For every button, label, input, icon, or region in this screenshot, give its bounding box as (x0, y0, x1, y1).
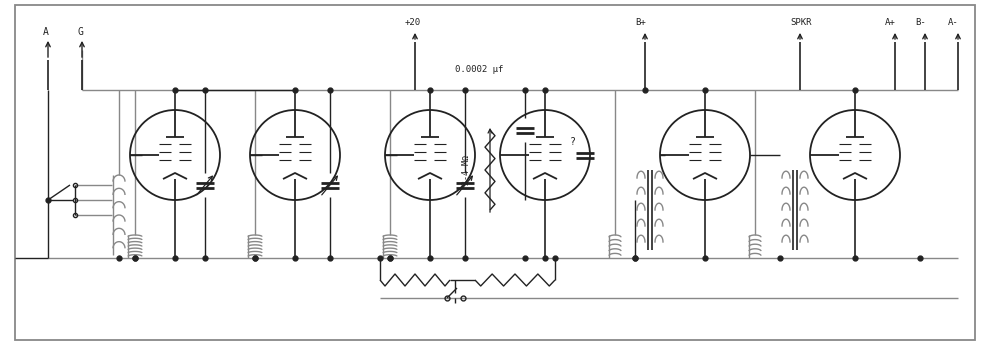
Text: +20: +20 (405, 18, 421, 27)
Text: A-: A- (948, 18, 959, 27)
Text: A+: A+ (885, 18, 896, 27)
Text: ?: ? (570, 137, 576, 147)
Text: A: A (43, 27, 49, 37)
Text: B-: B- (915, 18, 926, 27)
Text: 2-4 MΩ: 2-4 MΩ (462, 155, 471, 185)
Text: G: G (77, 27, 83, 37)
Text: B+: B+ (635, 18, 646, 27)
Text: 0.0002 μf: 0.0002 μf (455, 65, 503, 74)
Text: SPKR: SPKR (790, 18, 812, 27)
